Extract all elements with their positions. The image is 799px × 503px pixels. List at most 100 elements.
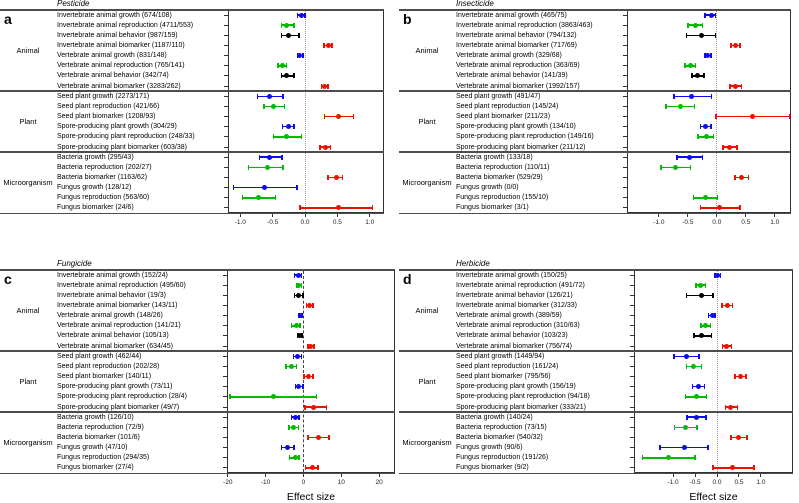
ci-cap-left	[327, 174, 329, 180]
forest-row-label: Invertebrate animal growth (150/25)	[456, 271, 567, 279]
y-axis-tick	[630, 416, 634, 418]
ci-cap-right	[736, 404, 739, 410]
data-point-marker	[730, 465, 736, 471]
data-point-marker	[307, 343, 313, 349]
ci-cap-right	[710, 333, 713, 339]
ci-cap-right	[703, 384, 706, 390]
ci-cap-right	[703, 73, 705, 79]
data-point-marker	[296, 384, 301, 390]
ci-cap-left	[304, 404, 306, 410]
ci-cap-right	[698, 353, 700, 359]
ci-cap-right	[302, 53, 304, 59]
data-point-marker	[321, 83, 327, 89]
y-axis-tick	[630, 315, 634, 317]
y-axis-tick	[623, 95, 627, 97]
ci-cap-left	[299, 205, 301, 211]
data-point-marker	[750, 114, 756, 120]
x-axis-tick	[265, 474, 267, 477]
ci-cap-right	[300, 272, 303, 278]
data-point-marker	[703, 195, 709, 201]
ci-cap-right	[274, 195, 277, 201]
y-axis-tick	[223, 355, 227, 357]
ci-cap-right	[730, 343, 732, 349]
ci-cap-right	[329, 144, 332, 150]
ci-cap-left	[280, 32, 283, 38]
data-point-marker	[298, 12, 304, 18]
forest-row-label: Vertebrate animal reproduction (765/141)	[57, 62, 185, 70]
ci-cap-left	[285, 363, 287, 369]
forest-row-label: Spore-producing plant biomarker (49/7)	[57, 403, 180, 411]
ci-cap-right	[705, 394, 708, 400]
y-axis-tick	[224, 156, 228, 158]
ci-cap-right	[298, 455, 300, 461]
data-point-marker	[733, 83, 739, 89]
x-axis-tick-label: -20	[223, 479, 233, 486]
y-axis-tick	[630, 345, 634, 347]
forest-plot-pesticide: Animal Plant Microorganism Invertebrate ani…	[0, 0, 399, 250]
x-axis-tick	[774, 214, 776, 217]
ci-cap-left	[730, 43, 732, 49]
ci-cap-right	[304, 12, 306, 18]
data-point-marker	[271, 103, 277, 109]
data-point-marker	[708, 12, 714, 18]
data-point-marker	[306, 374, 312, 380]
forest-row-label: Invertebrate animal reproduction (3863/4…	[456, 21, 593, 29]
forest-row-label: Invertebrate animal reproduction (495/60…	[57, 281, 186, 289]
ci-cap-right	[283, 103, 286, 109]
forest-row-label: Seed plant biomarker (140/11)	[57, 373, 152, 381]
data-point-marker	[262, 185, 268, 191]
y-axis-tick	[623, 14, 627, 16]
ci-cap-right	[371, 205, 374, 211]
ci-cap-right	[710, 124, 712, 130]
group-divider	[0, 90, 384, 93]
y-axis-tick	[630, 426, 634, 428]
forest-row-label: Seed plant reproduction (202/28)	[57, 362, 160, 370]
ci-cap-right	[701, 22, 704, 28]
ci-cap-right	[788, 114, 791, 120]
x-axis-tick	[369, 214, 371, 217]
data-point-marker	[696, 384, 702, 390]
ci-cap-left	[665, 103, 667, 109]
ci-cap-left	[323, 43, 325, 49]
y-axis-tick	[623, 116, 627, 118]
data-point-marker	[682, 445, 688, 451]
panel-letter-a: a	[4, 11, 12, 27]
data-point-marker	[310, 404, 316, 410]
ci-cap-right	[753, 465, 755, 471]
ci-cap-left	[281, 124, 284, 130]
ci-cap-right	[300, 353, 303, 359]
forest-row-label: Vertebrate animal biomarker (634/45)	[57, 342, 173, 350]
ci-cap-left	[660, 164, 662, 170]
ci-cap-right	[315, 394, 318, 400]
ci-cap-right	[312, 374, 314, 380]
ci-cap-left	[320, 83, 323, 89]
ci-cap-right	[712, 134, 715, 140]
ci-cap-left	[697, 134, 699, 140]
data-point-marker	[705, 53, 711, 59]
ci-cap-left	[707, 313, 710, 319]
ci-cap-right	[301, 333, 303, 339]
y-axis-tick	[223, 436, 227, 438]
y-axis-tick	[223, 457, 227, 459]
ci-cap-right	[285, 63, 288, 69]
ci-cap-left	[673, 353, 675, 359]
y-axis-tick	[630, 406, 634, 408]
ci-cap-right	[293, 445, 295, 451]
y-axis-tick	[623, 176, 627, 178]
ci-cap-left	[734, 374, 736, 380]
forest-row-label: Spore-producing plant biomarker (211/12)	[456, 143, 586, 151]
forest-row-label: Vertebrate animal behavior (141/39)	[456, 72, 568, 80]
ci-cap-right	[325, 404, 327, 410]
forest-plot-herbicide: Animal Plant Microorganism Invertebrate ani…	[399, 260, 799, 503]
forest-row-label: Vertebrate animal reproduction (141/21)	[57, 322, 181, 330]
ci-cap-left	[258, 154, 261, 160]
x-axis-tick	[658, 214, 660, 217]
ci-cap-right	[747, 174, 750, 180]
category-label-plant: Plant	[418, 376, 436, 386]
y-axis-tick	[630, 284, 634, 286]
forest-row-label: Vertebrate animal growth (389/59)	[456, 312, 562, 320]
forest-row-label: Invertebrate animal biomarker (312/33)	[456, 302, 578, 310]
data-point-marker	[255, 195, 261, 201]
ci-cap-right	[312, 303, 314, 309]
ci-cap-left	[280, 445, 283, 451]
